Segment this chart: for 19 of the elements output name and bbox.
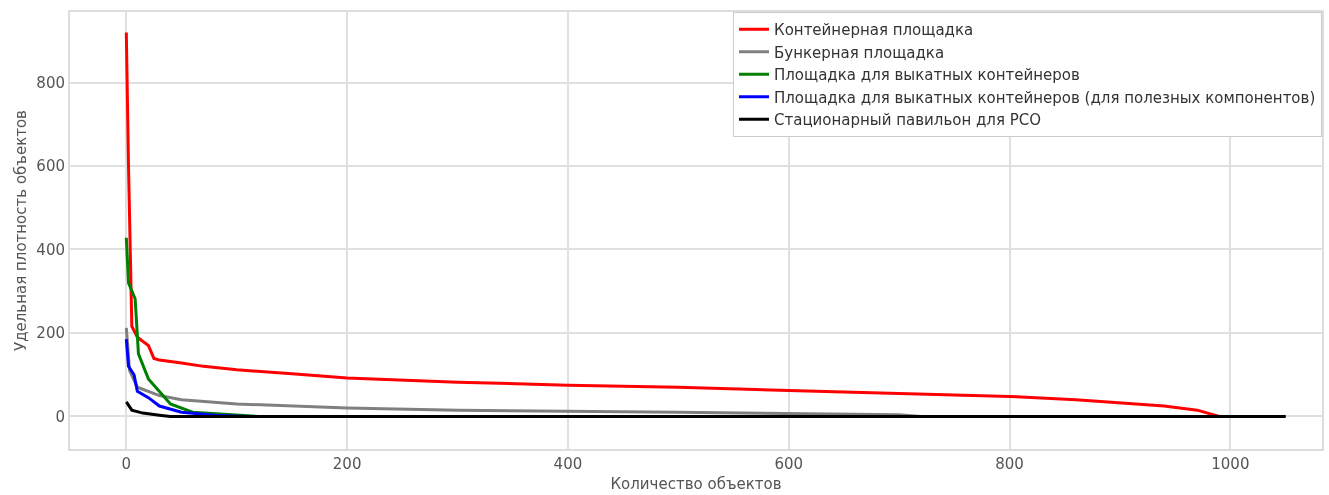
legend-label: Бункерная площадка: [774, 43, 945, 62]
x-tick-label: 1000: [1211, 455, 1250, 473]
legend-label: Площадка для выкатных контейнеров (для полезных компонентов): [774, 88, 1316, 107]
y-tick-label: 800: [36, 73, 65, 92]
legend-label: Площадка для выкатных контейнеров: [774, 66, 1080, 85]
y-tick-label: 400: [36, 240, 65, 259]
x-tick-label: 600: [774, 455, 804, 473]
x-tick-label: 400: [553, 455, 583, 473]
legend-label: Стационарный павильон для РСО: [774, 111, 1042, 130]
y-tick-label: 600: [36, 157, 65, 176]
x-tick-label: 200: [332, 455, 362, 473]
x-tick-label: 0: [121, 455, 132, 473]
y-tick-label: 0: [55, 407, 65, 426]
x-tick-label: 800: [995, 455, 1024, 473]
y-axis-title: Удельная плотность объектов: [12, 110, 31, 351]
y-tick-label: 200: [36, 324, 65, 343]
legend-label: Контейнерная площадка: [774, 21, 974, 40]
line-series: [124, 400, 1288, 418]
x-axis-title: Количество объектов: [610, 474, 782, 493]
